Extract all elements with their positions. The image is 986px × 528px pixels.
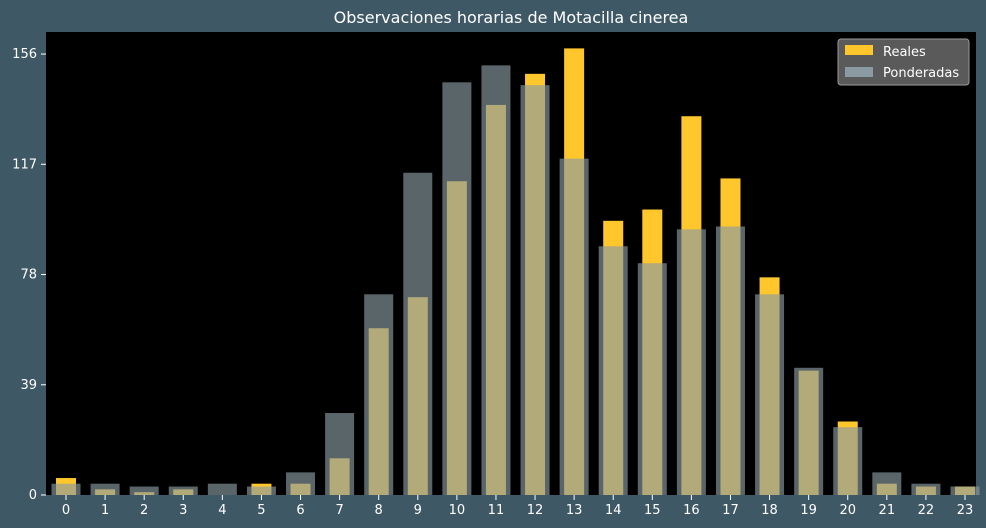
bar-ponderadas-11 xyxy=(481,65,511,495)
bar-ponderadas-23 xyxy=(950,486,980,495)
x-tick-label-19: 19 xyxy=(800,503,817,518)
bar-ponderadas-4 xyxy=(207,483,237,495)
x-tick-label-1: 1 xyxy=(101,503,109,518)
bar-ponderadas-19 xyxy=(794,367,824,495)
legend-swatch-reales xyxy=(845,45,873,55)
x-axis: 0 1 2 3 4 5 6 7 8 9 10 11 12 13 14 15 16 17 18 19 20 21 22 23 xyxy=(62,495,973,518)
x-tick-label-22: 22 xyxy=(918,503,935,518)
x-tick-label-21: 21 xyxy=(879,503,896,518)
x-tick-label-20: 20 xyxy=(839,503,856,518)
bar-ponderadas-15 xyxy=(637,263,667,495)
bar-ponderadas-21 xyxy=(872,472,902,495)
legend-label-reales: Reales xyxy=(883,45,926,60)
bar-ponderadas-1 xyxy=(90,483,120,495)
chart-title: Observaciones horarias de Motacilla cine… xyxy=(334,8,689,27)
x-tick-label-11: 11 xyxy=(488,503,505,518)
x-tick-label-5: 5 xyxy=(257,503,265,518)
bar-ponderadas-8 xyxy=(364,294,394,495)
x-tick-label-4: 4 xyxy=(218,503,226,518)
bar-ponderadas-16 xyxy=(676,229,706,496)
bar-ponderadas-9 xyxy=(403,172,433,495)
bar-ponderadas-3 xyxy=(168,486,198,495)
x-tick-label-14: 14 xyxy=(605,503,622,518)
bar-ponderadas-2 xyxy=(129,486,159,495)
x-tick-label-13: 13 xyxy=(566,503,583,518)
plot-area xyxy=(46,32,976,495)
y-tick-label-78: 78 xyxy=(20,268,37,283)
bar-ponderadas-18 xyxy=(755,294,785,495)
bar-ponderadas-7 xyxy=(325,413,355,495)
bar-ponderadas-10 xyxy=(442,82,472,496)
x-tick-label-6: 6 xyxy=(296,503,304,518)
x-tick-label-17: 17 xyxy=(722,503,739,518)
x-tick-label-12: 12 xyxy=(527,503,544,518)
bar-ponderadas-13 xyxy=(559,158,589,495)
x-tick-label-8: 8 xyxy=(375,503,383,518)
legend-label-ponderadas: Ponderadas xyxy=(883,66,959,81)
legend-swatch-ponderadas xyxy=(845,67,873,77)
x-tick-label-0: 0 xyxy=(62,503,70,518)
legend: Reales Ponderadas xyxy=(837,38,970,86)
x-tick-label-10: 10 xyxy=(449,503,466,518)
x-tick-label-9: 9 xyxy=(414,503,422,518)
x-tick-label-2: 2 xyxy=(140,503,148,518)
bar-ponderadas-17 xyxy=(715,226,745,495)
x-tick-label-15: 15 xyxy=(644,503,661,518)
y-tick-label-117: 117 xyxy=(12,157,37,172)
bar-ponderadas-0 xyxy=(51,483,81,495)
y-tick-label-156: 156 xyxy=(12,47,37,62)
weighted-bars-group xyxy=(51,65,980,496)
x-tick-label-16: 16 xyxy=(683,503,700,518)
x-tick-label-7: 7 xyxy=(335,503,343,518)
bar-ponderadas-22 xyxy=(911,483,941,495)
y-tick-label-0: 0 xyxy=(29,488,37,503)
y-tick-label-39: 39 xyxy=(20,378,37,393)
bar-ponderadas-12 xyxy=(520,85,550,495)
x-tick-label-3: 3 xyxy=(179,503,187,518)
x-tick-label-23: 23 xyxy=(957,503,974,518)
bar-ponderadas-6 xyxy=(286,472,316,495)
y-axis: 0 39 78 117 156 xyxy=(12,47,46,503)
bar-ponderadas-14 xyxy=(598,246,628,495)
x-tick-label-18: 18 xyxy=(761,503,778,518)
bar-ponderadas-20 xyxy=(833,427,863,495)
bar-ponderadas-5 xyxy=(246,486,276,495)
